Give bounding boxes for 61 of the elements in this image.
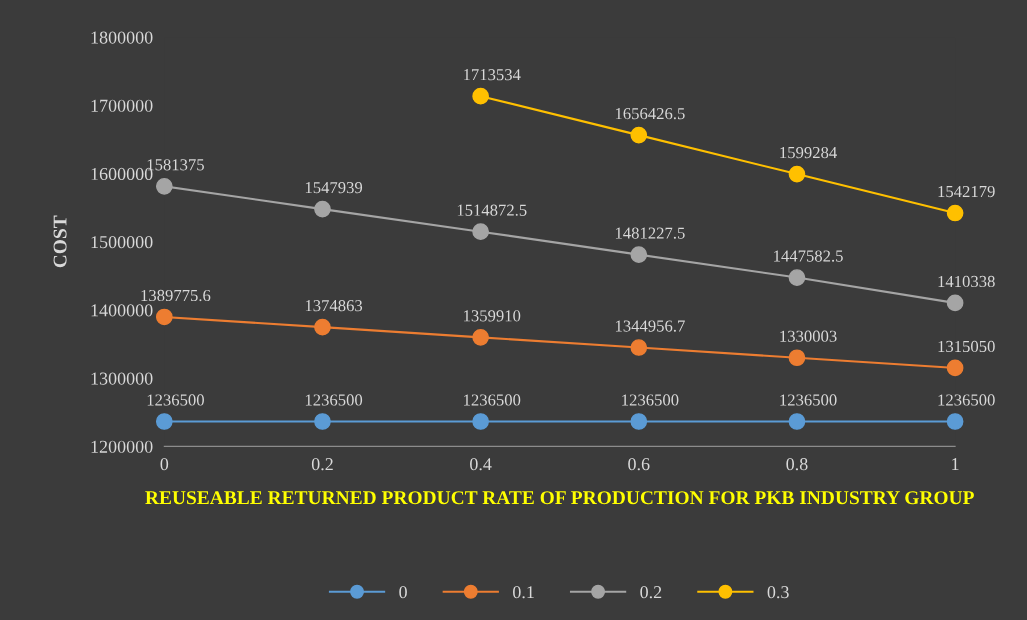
point xyxy=(946,413,964,430)
point xyxy=(472,413,489,430)
data-label: 1656426.5 xyxy=(615,108,685,120)
point xyxy=(472,329,489,346)
y-tick-label: 1200000 xyxy=(91,440,153,453)
data-label: 1236500 xyxy=(938,394,995,406)
x-tick-label: 0.6 xyxy=(628,458,650,471)
point xyxy=(155,308,173,326)
point xyxy=(788,349,806,367)
point xyxy=(155,413,173,430)
data-label: 1236500 xyxy=(147,394,204,406)
y-tick-label: 1300000 xyxy=(91,372,153,385)
point xyxy=(314,200,331,218)
legend-label: 0.1 xyxy=(513,586,534,599)
x-tick-label: 0.4 xyxy=(470,458,492,471)
data-label: 1236500 xyxy=(622,394,679,406)
point xyxy=(155,177,173,195)
point xyxy=(314,318,331,336)
point xyxy=(472,87,489,105)
point xyxy=(472,223,489,240)
data-label: 1374863 xyxy=(305,300,363,312)
data-label: 1344956.7 xyxy=(615,320,685,332)
y-tick-label: 1400000 xyxy=(91,304,153,317)
data-label: 1359910 xyxy=(464,310,521,322)
point xyxy=(946,204,964,222)
legend-label: 0.3 xyxy=(767,586,789,599)
data-label: 1389775.6 xyxy=(141,289,211,302)
data-label: 1599284 xyxy=(780,146,837,159)
data-label: 1236500 xyxy=(780,394,837,406)
y-tick-label: 1500000 xyxy=(91,236,153,249)
x-tick-label: 0.2 xyxy=(311,458,333,471)
x-tick-label: 0.8 xyxy=(786,458,808,471)
point xyxy=(788,165,806,183)
point xyxy=(788,269,806,286)
x-axis-title: REUSEABLE RETURNED PRODUCT RATE OF PRODUCTION FOR PKB INDUSTRY GROUP xyxy=(145,491,974,505)
data-label: 1542179 xyxy=(938,185,995,198)
data-label: 1236500 xyxy=(464,394,521,406)
point xyxy=(946,294,964,312)
y-tick-label: 1800000 xyxy=(91,31,153,44)
legend-label: 0.2 xyxy=(640,586,662,599)
data-label: 1547939 xyxy=(305,182,363,194)
data-label: 1514872.5 xyxy=(457,204,527,216)
data-label: 1481227.5 xyxy=(615,227,685,239)
point xyxy=(314,413,331,430)
y-axis-title: COST xyxy=(53,215,67,268)
point xyxy=(630,339,648,356)
x-tick-label: 0 xyxy=(160,458,169,471)
point xyxy=(788,413,806,430)
point xyxy=(630,126,648,144)
legend-label: 0 xyxy=(399,586,407,599)
data-label: 1447582.5 xyxy=(774,250,843,262)
y-tick-label: 1700000 xyxy=(91,99,153,112)
data-label: 1236500 xyxy=(305,394,363,406)
point xyxy=(946,359,964,377)
point xyxy=(630,246,648,263)
data-label: 1410338 xyxy=(938,275,995,288)
point xyxy=(630,413,648,430)
x-tick-label: 1 xyxy=(952,458,959,471)
data-label: 1330003 xyxy=(780,330,837,342)
data-label: 1713534 xyxy=(464,69,521,81)
data-label: 1315050 xyxy=(938,340,995,353)
